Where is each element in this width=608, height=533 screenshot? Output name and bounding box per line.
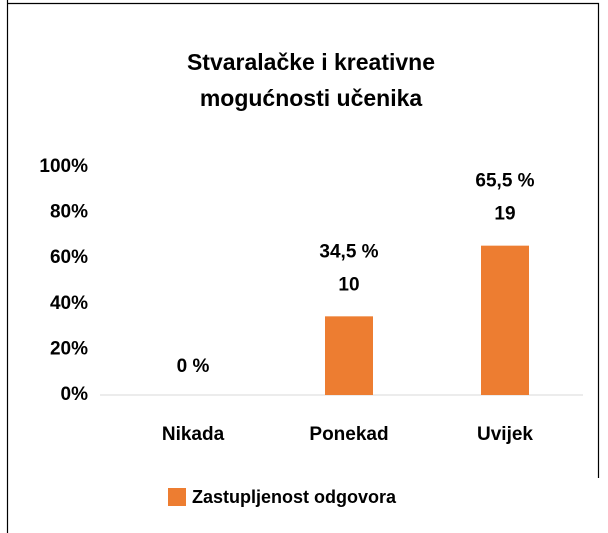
- y-tick-label: 60%: [50, 247, 88, 268]
- count-label: 19: [494, 204, 515, 225]
- value-label: 0 %: [177, 356, 210, 377]
- legend-label: Zastupljenost odgovora: [192, 487, 397, 507]
- x-tick-label: Nikada: [162, 424, 225, 445]
- count-label: 10: [338, 274, 359, 295]
- chart-title: Stvaralačke i kreativne mogućnosti učeni…: [186, 49, 436, 111]
- value-label: 34,5 %: [319, 241, 378, 262]
- y-tick-label: 20%: [50, 338, 88, 359]
- y-tick-label: 40%: [50, 293, 88, 314]
- bar: [325, 316, 373, 395]
- x-tick-label: Uvijek: [477, 424, 533, 445]
- x-tick-label: Ponekad: [309, 424, 388, 445]
- value-label: 65,5 %: [475, 171, 534, 192]
- bar: [481, 245, 529, 395]
- y-tick-label: 100%: [39, 156, 88, 177]
- legend-swatch: [168, 488, 186, 506]
- y-tick-label: 0%: [61, 384, 89, 405]
- y-tick-label: 80%: [50, 202, 88, 223]
- frame-border: [6, 0, 600, 533]
